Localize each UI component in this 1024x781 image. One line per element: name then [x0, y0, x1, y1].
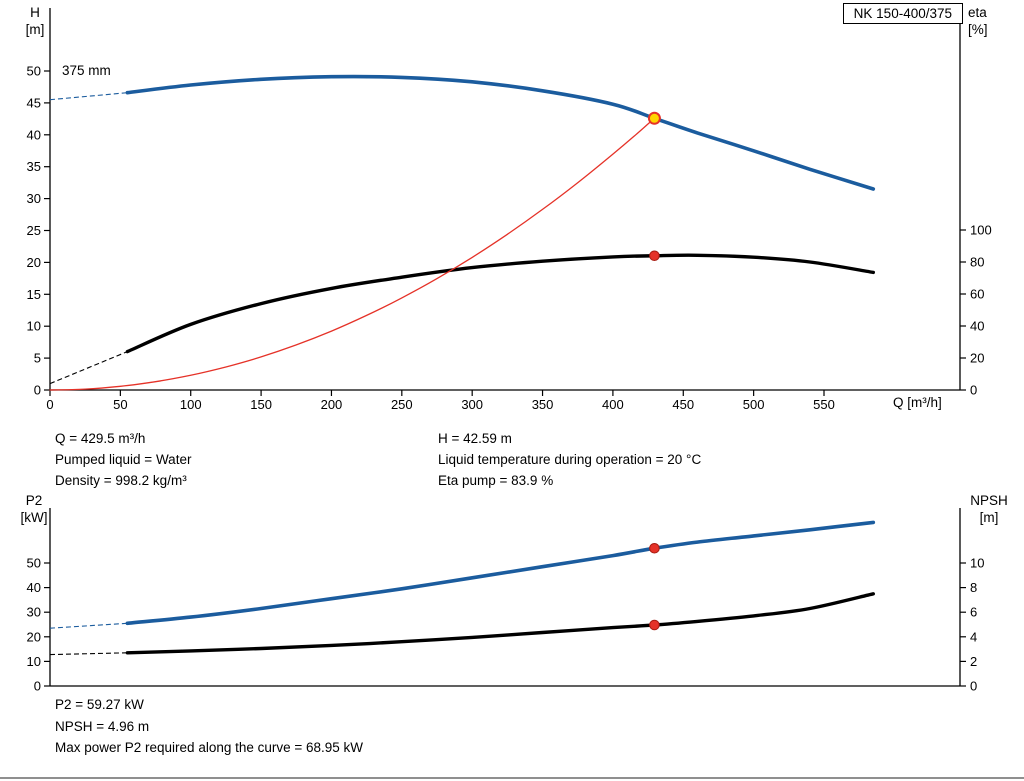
p2-result-text: P2 = 59.27 kW	[55, 697, 144, 712]
p2-curve	[125, 520, 876, 626]
y-right-tick-label: 10	[970, 556, 984, 571]
y-right-tick-label: 20	[970, 351, 984, 366]
y-right-tick-label: 8	[970, 580, 977, 595]
x-tick-label: 50	[113, 397, 127, 412]
duty-info-block: Q = 429.5 m³/h H = 42.59 m Pumped liquid …	[55, 428, 701, 491]
eta-axis-symbol: eta	[968, 5, 987, 20]
y-right-tick-label: 80	[970, 255, 984, 270]
y-left-tick-label: 40	[27, 580, 41, 595]
y-right-tick-label: 6	[970, 605, 977, 620]
duty-flow-text: Q = 429.5 m³/h	[55, 431, 146, 446]
chart-p2-npsh: 0 10 20 30 40 50 0 2 4 6 8 10	[27, 508, 984, 694]
result-text-block: P2 = 59.27 kW NPSH = 4.96 m Max power P2…	[55, 694, 363, 759]
pumped-liquid-text: Pumped liquid = Water	[55, 452, 192, 467]
x-tick-label: 150	[250, 397, 272, 412]
x-tick-label: 250	[391, 397, 413, 412]
p2-curve-dashed-lead	[49, 622, 128, 629]
liquid-temperature-text: Liquid temperature during operation = 20…	[438, 452, 702, 467]
system-curve	[49, 117, 656, 391]
p2-axis-unit: [kW]	[20, 510, 48, 525]
y-left-tick-label: 15	[27, 287, 41, 302]
y-right-tick-label: 0	[970, 383, 977, 398]
x-tick-label: 300	[461, 397, 483, 412]
h-axis-symbol: H	[30, 5, 40, 20]
efficiency-curve	[125, 253, 875, 354]
eta-pump-text: Eta pump = 83.9 %	[438, 473, 554, 488]
eta-axis-unit: [%]	[968, 22, 988, 37]
q-axis-title: Q [m³/h]	[893, 395, 942, 410]
eta-axis-title: eta [%]	[968, 4, 1012, 38]
max-power-text: Max power P2 required along the curve = …	[55, 740, 364, 755]
y-left-tick-label: 50	[27, 556, 41, 571]
y-left-tick-label: 45	[27, 95, 41, 110]
y-left-tick-label: 0	[34, 679, 41, 694]
y-left-tick-label: 30	[27, 605, 41, 620]
x-tick-label: 400	[602, 397, 624, 412]
npsh-curve	[125, 592, 875, 655]
y-left-tick-label: 20	[27, 255, 41, 270]
p2-axis-title: P2 [kW]	[11, 492, 57, 526]
y-left-tick-label: 20	[27, 629, 41, 644]
npsh-axis-symbol: NPSH	[970, 493, 1008, 508]
p2-axis-symbol: P2	[25, 493, 43, 508]
y-right-tick-label: 40	[970, 319, 984, 334]
y-right-tick-label: 4	[970, 629, 977, 644]
npsh-axis-title: NPSH [m]	[962, 492, 1016, 526]
x-tick-label: 0	[46, 397, 53, 412]
y-right-tick-label: 0	[970, 679, 977, 694]
x-tick-label: 550	[813, 397, 835, 412]
y-left-tick-label: 25	[27, 223, 41, 238]
density-text: Density = 998.2 kg/m³	[55, 473, 187, 488]
y-right-tick-label: 100	[970, 223, 992, 238]
y-left-tick-label: 10	[27, 319, 41, 334]
p2-duty-point	[649, 542, 660, 554]
h-axis-title: H [m]	[14, 4, 56, 38]
y-left-tick-label: 30	[27, 191, 41, 206]
head-curve	[125, 74, 876, 191]
y-left-tick-label: 35	[27, 159, 41, 174]
efficiency-curve-dashed-lead	[49, 351, 128, 385]
y-right-tick-label: 60	[970, 287, 984, 302]
y-left-tick-label: 40	[27, 127, 41, 142]
npsh-result-text: NPSH = 4.96 m	[55, 718, 150, 734]
impeller-diameter-label: 375 mm	[62, 63, 111, 78]
y-left-tick-label: 50	[27, 64, 41, 79]
npsh-curve-dashed-lead	[49, 652, 128, 656]
npsh-duty-point	[649, 619, 660, 631]
y-left-tick-label: 0	[34, 383, 41, 398]
x-tick-label: 200	[321, 397, 343, 412]
npsh-axis-unit: [m]	[979, 510, 999, 525]
x-tick-label: 500	[743, 397, 765, 412]
bottom-divider	[0, 777, 1024, 779]
x-tick-label: 100	[180, 397, 202, 412]
eta-duty-point	[649, 250, 660, 262]
duty-head-text: H = 42.59 m	[438, 431, 512, 446]
x-tick-label: 450	[672, 397, 694, 412]
x-tick-label: 350	[532, 397, 554, 412]
h-axis-unit: [m]	[25, 22, 45, 37]
y-left-tick-label: 5	[34, 351, 41, 366]
head-curve-dashed-lead	[49, 92, 128, 101]
pump-model-badge: NK 150-400/375	[842, 3, 963, 24]
duty-point	[647, 111, 661, 125]
info-row: Q = 429.5 m³/h H = 42.59 m	[55, 428, 701, 449]
y-right-tick-label: 2	[970, 654, 977, 669]
info-row: Pumped liquid = Water Liquid temperature …	[55, 449, 701, 470]
y-left-tick-label: 10	[27, 654, 41, 669]
info-row: Density = 998.2 kg/m³ Eta pump = 83.9 %	[55, 470, 701, 491]
